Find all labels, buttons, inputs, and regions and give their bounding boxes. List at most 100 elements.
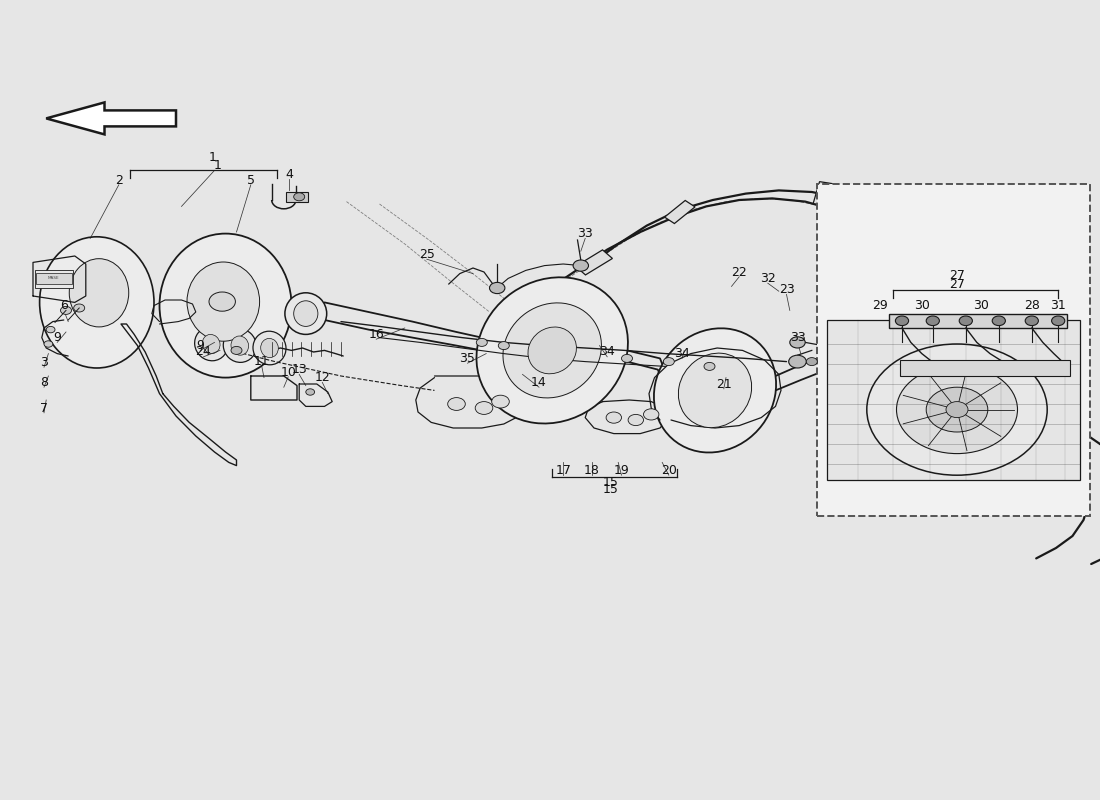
Ellipse shape <box>160 234 292 378</box>
Bar <box>889 314 1067 328</box>
Ellipse shape <box>679 353 751 428</box>
Text: MASE: MASE <box>48 276 59 280</box>
Text: 3: 3 <box>40 356 48 369</box>
Text: 25: 25 <box>419 248 435 261</box>
Ellipse shape <box>202 334 220 354</box>
Text: 1: 1 <box>213 159 222 172</box>
Text: 20: 20 <box>661 464 676 477</box>
Text: 27: 27 <box>949 270 965 282</box>
Circle shape <box>992 316 1005 326</box>
Text: 15: 15 <box>603 483 618 496</box>
Circle shape <box>448 398 465 410</box>
Polygon shape <box>46 102 176 134</box>
Ellipse shape <box>476 278 628 423</box>
Circle shape <box>294 193 305 201</box>
Ellipse shape <box>40 237 154 368</box>
Bar <box>827 320 1080 480</box>
Text: 30: 30 <box>914 299 929 312</box>
Text: 28: 28 <box>1024 299 1040 312</box>
Text: 22: 22 <box>732 266 747 278</box>
Text: 1: 1 <box>208 151 217 164</box>
Text: 5: 5 <box>246 174 255 186</box>
Circle shape <box>74 304 85 312</box>
Bar <box>35 270 73 288</box>
FancyBboxPatch shape <box>817 184 1090 516</box>
Circle shape <box>621 354 632 362</box>
Text: 8: 8 <box>40 376 48 389</box>
Circle shape <box>790 337 805 348</box>
Text: 34: 34 <box>674 347 690 360</box>
Circle shape <box>209 292 235 311</box>
Text: 10: 10 <box>280 366 296 378</box>
Text: 33: 33 <box>578 227 593 240</box>
Bar <box>286 192 308 202</box>
Bar <box>900 360 1070 376</box>
Circle shape <box>46 326 55 333</box>
Circle shape <box>44 341 53 347</box>
Circle shape <box>704 362 715 370</box>
Circle shape <box>498 342 509 350</box>
Text: 18: 18 <box>584 464 600 477</box>
Text: 24: 24 <box>196 346 211 358</box>
Text: 12: 12 <box>315 371 330 384</box>
Ellipse shape <box>231 336 249 355</box>
Ellipse shape <box>294 301 318 326</box>
Ellipse shape <box>223 329 256 362</box>
Circle shape <box>60 306 72 314</box>
Circle shape <box>926 387 988 432</box>
Text: 19: 19 <box>614 464 629 477</box>
Bar <box>575 250 613 275</box>
Bar <box>813 182 833 206</box>
Circle shape <box>231 346 242 354</box>
Circle shape <box>573 260 588 271</box>
Text: 27: 27 <box>949 278 965 290</box>
Circle shape <box>475 402 493 414</box>
Ellipse shape <box>69 258 129 327</box>
Circle shape <box>606 412 621 423</box>
Circle shape <box>806 358 817 366</box>
Text: 15: 15 <box>603 476 618 489</box>
Text: 4: 4 <box>285 168 294 181</box>
Circle shape <box>492 395 509 408</box>
Text: 21: 21 <box>716 378 732 390</box>
Circle shape <box>663 358 674 366</box>
Circle shape <box>946 402 968 418</box>
Circle shape <box>476 338 487 346</box>
Circle shape <box>306 389 315 395</box>
Circle shape <box>896 366 1018 454</box>
Circle shape <box>789 355 806 368</box>
Circle shape <box>867 344 1047 475</box>
Ellipse shape <box>261 338 278 358</box>
Text: 29: 29 <box>872 299 888 312</box>
Circle shape <box>1052 316 1065 326</box>
Text: 23: 23 <box>779 283 794 296</box>
Ellipse shape <box>253 331 286 365</box>
Text: 32: 32 <box>760 272 775 285</box>
Ellipse shape <box>285 293 327 334</box>
Ellipse shape <box>187 262 260 341</box>
Ellipse shape <box>503 303 602 398</box>
Bar <box>664 201 695 223</box>
Circle shape <box>959 316 972 326</box>
Circle shape <box>628 414 643 426</box>
Text: 7: 7 <box>40 402 48 414</box>
Text: 34: 34 <box>600 346 615 358</box>
Bar <box>36 273 72 284</box>
Text: 33: 33 <box>790 331 805 344</box>
Text: 11: 11 <box>254 355 270 368</box>
Text: 35: 35 <box>460 352 475 365</box>
Circle shape <box>926 316 939 326</box>
Ellipse shape <box>195 327 228 361</box>
Text: 13: 13 <box>292 363 307 376</box>
Circle shape <box>490 282 505 294</box>
Text: 30: 30 <box>974 299 989 312</box>
Text: 16: 16 <box>368 328 384 341</box>
Text: 14: 14 <box>531 376 547 389</box>
Text: 6: 6 <box>59 299 68 312</box>
Circle shape <box>895 316 909 326</box>
Text: 2: 2 <box>114 174 123 186</box>
Text: 9: 9 <box>53 331 62 344</box>
Circle shape <box>1025 316 1038 326</box>
Ellipse shape <box>528 327 576 374</box>
Text: 31: 31 <box>1050 299 1066 312</box>
